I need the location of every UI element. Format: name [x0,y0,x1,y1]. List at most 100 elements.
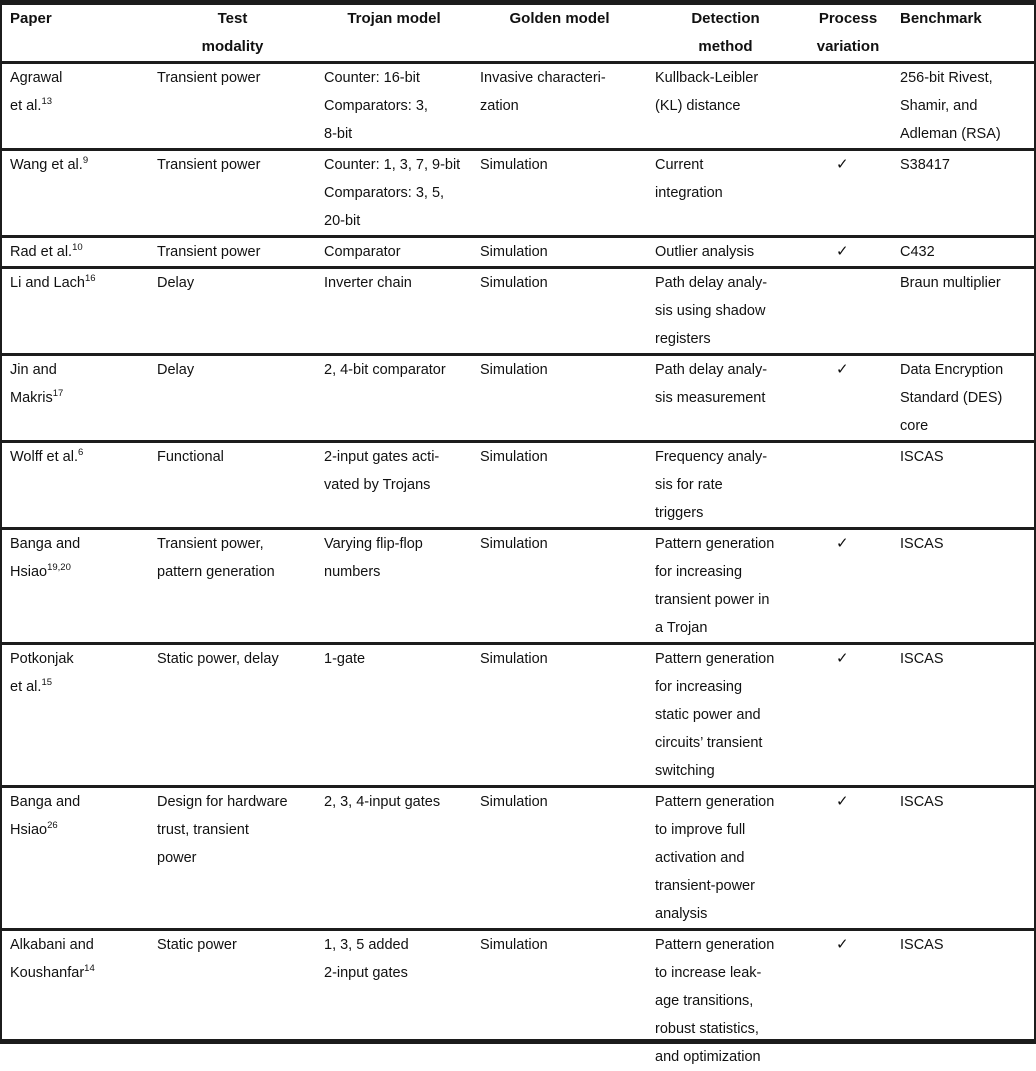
cell-content: Simulation [472,645,647,673]
cell-text-line: sis for rate [655,471,798,499]
cell-benchmark: S38417 [892,150,1034,237]
cell-content: 1-gate [316,645,472,673]
cell-content: ISCAS [892,788,1034,816]
reference-superscript: 15 [41,677,52,688]
cell-text-line: 256-bit Rivest, [900,64,1028,92]
cell-benchmark: ISCAS [892,930,1034,1071]
check-icon: ✓ [804,151,849,179]
cell-text-line: Path delay analy- [655,356,798,384]
paper-name-line: Banga and [10,788,143,816]
check-icon: ✓ [804,645,849,673]
cell-text-line: Transient power [157,64,310,92]
paper-name-line: Wolff et al.6 [10,443,143,471]
cell-content: Li and Lach16 [2,269,149,297]
cell-text-line: switching [655,757,798,785]
cell-text-line: core [900,412,1028,440]
paper-name-line: Banga and [10,530,143,558]
column-header-line: Process [804,5,892,33]
cell-trojan: 1-gate [316,644,472,787]
cell-process: ✓ [804,150,892,237]
cell-text-line: Braun multiplier [900,269,1028,297]
cell-text-line: Functional [157,443,310,471]
cell-text-line: to improve full [655,816,798,844]
cell-text-line: 2-input gates [324,959,466,987]
cell-paper: Wolff et al.6 [2,442,149,529]
paper-name-line: et al.15 [10,673,143,701]
column-header-label: Benchmark [892,5,1034,33]
cell-content: Simulation [472,269,647,297]
cell-process: ✓ [804,930,892,1071]
cell-text-line: Outlier analysis [655,238,798,266]
cell-text-line: circuits’ transient [655,729,798,757]
cell-golden: Simulation [472,237,647,268]
cell-modality: Transient power,pattern generation [149,529,316,644]
cell-content: Rad et al.10 [2,238,149,266]
cell-text-line: pattern generation [157,558,310,586]
column-header-trojan: Trojan model [316,5,472,63]
cell-content: Transient power [149,64,316,92]
column-header-benchmark: Benchmark [892,5,1034,63]
cell-trojan: 2-input gates acti-vated by Trojans [316,442,472,529]
cell-content: ✓ [804,238,892,266]
paper-name-line: Koushanfar14 [10,959,143,987]
cell-text-line: Shamir, and [900,92,1028,120]
cell-content: Static power [149,931,316,959]
cell-text-line: a Trojan [655,614,798,642]
cell-content: ISCAS [892,931,1034,959]
cell-text-line: Inverter chain [324,269,466,297]
cell-text-line: Data Encryption [900,356,1028,384]
cell-text-line: Transient power, [157,530,310,558]
cell-golden: Simulation [472,268,647,355]
cell-text-line: for increasing [655,558,798,586]
paper-name-line: Potkonjak [10,645,143,673]
cell-benchmark: ISCAS [892,787,1034,930]
check-icon: ✓ [804,931,849,959]
cell-content: 2, 3, 4-input gates [316,788,472,816]
cell-modality: Delay [149,268,316,355]
cell-text-line: trust, transient [157,816,310,844]
cell-text-line: vated by Trojans [324,471,466,499]
cell-content: ✓ [804,530,892,558]
column-header-line: Golden model [472,5,647,33]
cell-text-line: Pattern generation [655,645,798,673]
cell-golden: Invasive characteri-zation [472,63,647,150]
cell-text-line: 2, 4-bit comparator [324,356,466,384]
column-header-line: method [647,33,804,61]
cell-detection: Kullback-Leibler(KL) distance [647,63,804,150]
cell-text-line: Varying flip-flop [324,530,466,558]
cell-text-line: 2, 3, 4-input gates [324,788,466,816]
cell-benchmark: ISCAS [892,442,1034,529]
reference-superscript: 17 [53,388,64,399]
cell-content: Transient power,pattern generation [149,530,316,586]
column-header-line: variation [804,33,892,61]
cell-process [804,268,892,355]
cell-golden: Simulation [472,355,647,442]
cell-content: ✓ [804,645,892,673]
cell-text-line: Comparator [324,238,466,266]
cell-text-line: 1-gate [324,645,466,673]
cell-text-line: Simulation [480,530,641,558]
cell-content: Transient power [149,151,316,179]
cell-text-line: Static power [157,931,310,959]
cell-text-line: Counter: 16-bit [324,64,466,92]
